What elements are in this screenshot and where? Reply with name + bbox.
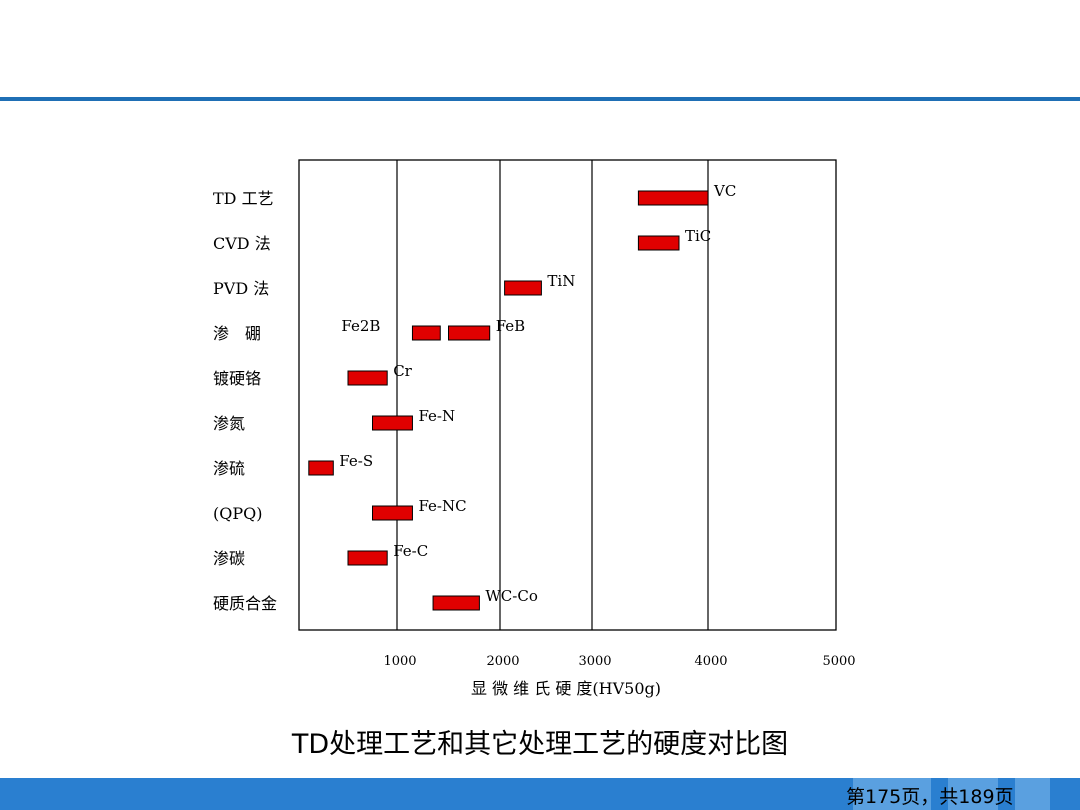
category-label: 渗 硼 — [213, 324, 261, 343]
range-bar — [372, 505, 413, 521]
range-bar — [448, 325, 491, 341]
range-bar — [504, 280, 542, 296]
footer-highlight-2 — [948, 778, 998, 810]
category-label: PVD 法 — [213, 279, 269, 298]
category-label: 渗碳 — [213, 549, 245, 568]
range-bar — [347, 370, 388, 386]
bar-label: WC-Co — [485, 587, 537, 605]
bar-label: Fe-S — [339, 452, 373, 470]
x-tick-label: 3000 — [578, 654, 611, 669]
hardness-range-chart: 1000 2000 3000 4000 5000 显 微 维 氏 硬 度(HV50g) TD… — [213, 159, 856, 698]
x-tick-label: 4000 — [694, 654, 727, 669]
category-label: CVD 法 — [213, 234, 271, 253]
range-bar — [637, 190, 709, 206]
range-bar — [347, 550, 388, 566]
footer-highlight-3 — [1015, 778, 1050, 810]
range-bar — [637, 235, 680, 251]
category-label: 镀硬铬 — [213, 369, 261, 388]
range-bar — [411, 325, 441, 341]
header-divider — [0, 97, 1080, 101]
category-label: 硬质合金 — [213, 594, 277, 613]
page-number: 第175页，共189页 — [846, 782, 1014, 809]
bar-label: Fe-N — [418, 407, 455, 425]
bar-label: Fe-C — [393, 542, 428, 560]
category-label: 渗硫 — [213, 459, 245, 478]
bar-label: TiC — [685, 227, 711, 245]
plot-frame — [298, 159, 837, 631]
bar-label: TiN — [547, 272, 575, 290]
x-tick-label: 5000 — [822, 654, 855, 669]
range-bar — [432, 595, 480, 611]
range-bar — [372, 415, 413, 431]
page-number-label: 第175页，共189页 — [846, 786, 1014, 808]
bar-label: VC — [713, 182, 736, 200]
figure-caption: TD处理工艺和其它处理工艺的硬度对比图 — [291, 729, 789, 760]
category-label: (QPQ) — [213, 504, 262, 523]
bar-label: Fe2B — [341, 317, 380, 335]
category-label: 渗氮 — [213, 414, 245, 433]
x-axis-label: 显 微 维 氏 硬 度(HV50g) — [471, 679, 661, 698]
bar-label: Cr — [393, 362, 412, 380]
x-tick-label: 2000 — [486, 654, 519, 669]
range-bar — [308, 460, 334, 476]
bar-label: Fe-NC — [418, 497, 466, 515]
x-tick-label: 1000 — [383, 654, 416, 669]
category-label: TD 工艺 — [213, 189, 274, 208]
bar-label: FeB — [496, 317, 526, 335]
footer-highlight-1 — [853, 778, 931, 810]
